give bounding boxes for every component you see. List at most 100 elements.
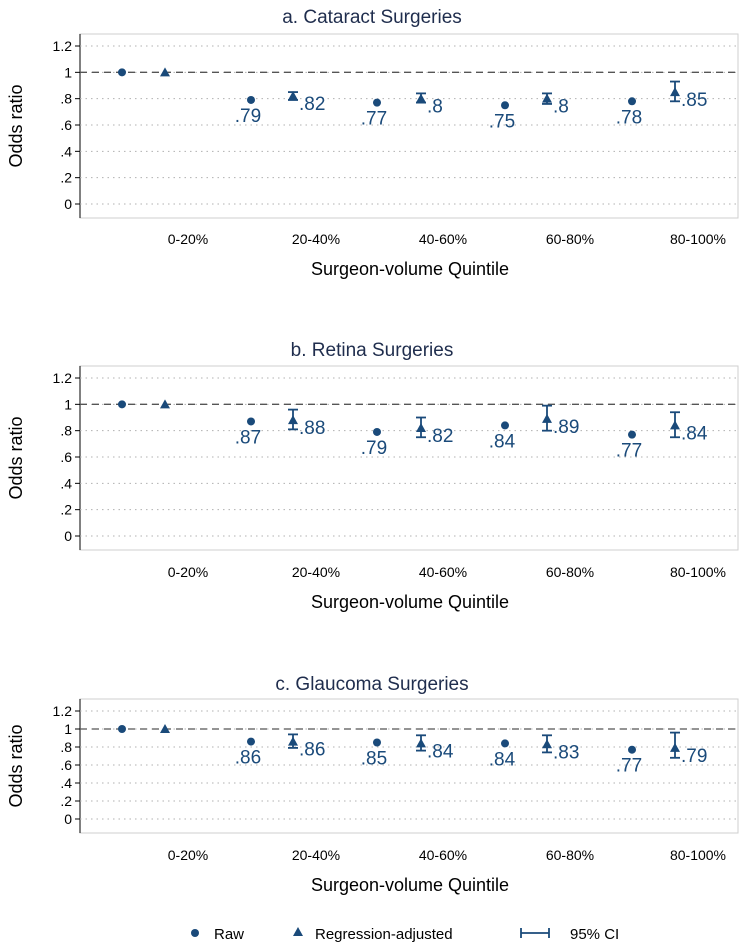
y-tick-label: .4 bbox=[60, 475, 72, 491]
raw-data-label: .84 bbox=[489, 749, 516, 770]
x-tick-label: 0-20% bbox=[168, 847, 208, 863]
x-axis-label: Surgeon-volume Quintile bbox=[311, 875, 509, 895]
y-tick-label: .4 bbox=[60, 143, 72, 159]
raw-data-label: .75 bbox=[489, 111, 515, 132]
x-tick-label: 40-60% bbox=[419, 231, 467, 247]
legend-raw-label: Raw bbox=[214, 926, 244, 943]
raw-point bbox=[628, 430, 636, 439]
raw-data-label: .79 bbox=[235, 106, 261, 127]
y-axis-label: Odds ratio bbox=[6, 84, 26, 167]
y-tick-label: 1.2 bbox=[53, 370, 73, 386]
chart-panel-2: b. Retina Surgeries 0 .2 .4 .6 .8 1 1.2 Odds rat… bbox=[6, 340, 739, 612]
raw-data-label: .79 bbox=[361, 438, 387, 459]
y-tick-label: 1 bbox=[64, 396, 72, 412]
x-tick-label: 40-60% bbox=[419, 847, 467, 863]
legend-ci-label: 95% CI bbox=[570, 926, 619, 943]
y-tick-label: .6 bbox=[60, 449, 72, 465]
x-tick-label: 60-80% bbox=[546, 564, 594, 580]
y-tick-label: .2 bbox=[60, 170, 72, 186]
y-tick-label: 1.2 bbox=[53, 38, 73, 54]
adjusted-data-label: .8 bbox=[553, 97, 569, 118]
x-tick-label: 80-100% bbox=[670, 847, 726, 863]
raw-point bbox=[373, 98, 381, 107]
chart-panel-1: a. Cataract Surgeries 0 .2 .4 .6 .8 1 1.2 Odds r… bbox=[6, 7, 739, 279]
raw-point bbox=[247, 95, 255, 104]
y-tick-label: 0 bbox=[64, 811, 72, 827]
adjusted-point bbox=[416, 423, 426, 433]
x-tick-label: 20-40% bbox=[292, 231, 340, 247]
adjusted-point bbox=[542, 413, 552, 423]
x-axis-label: Surgeon-volume Quintile bbox=[311, 592, 509, 612]
adjusted-point bbox=[416, 93, 426, 103]
y-tick-label: .4 bbox=[60, 775, 72, 791]
adjusted-data-label: .86 bbox=[299, 740, 325, 761]
raw-point bbox=[118, 725, 126, 733]
adjusted-data-label: .89 bbox=[553, 417, 579, 438]
x-tick-label: 60-80% bbox=[546, 847, 594, 863]
y-tick-label: 1.2 bbox=[53, 703, 73, 719]
y-tick-label: .2 bbox=[60, 793, 72, 809]
y-tick-label: .2 bbox=[60, 502, 72, 518]
adjusted-data-label: .82 bbox=[427, 426, 453, 447]
chart-title: c. Glaucoma Surgeries bbox=[275, 674, 468, 695]
raw-data-label: .84 bbox=[489, 431, 516, 452]
adjusted-point bbox=[670, 742, 680, 752]
y-tick-label: .6 bbox=[60, 757, 72, 773]
x-tick-label: 20-40% bbox=[292, 847, 340, 863]
adjusted-data-label: .8 bbox=[427, 97, 443, 118]
legend-adjusted-label: Regression-adjusted bbox=[315, 926, 453, 943]
legend-raw-marker bbox=[191, 929, 199, 937]
y-tick-label: .8 bbox=[60, 423, 72, 439]
raw-point bbox=[628, 745, 636, 754]
raw-data-label: .77 bbox=[616, 441, 642, 462]
chart-panel-3: c. Glaucoma Surgeries 0 .2 .4 .6 .8 1 1.2 Odds r… bbox=[6, 674, 739, 895]
adjusted-point bbox=[288, 91, 298, 101]
y-axis-label: Odds ratio bbox=[6, 724, 26, 807]
x-axis-label: Surgeon-volume Quintile bbox=[311, 259, 509, 279]
x-tick-label: 80-100% bbox=[670, 564, 726, 580]
x-tick-label: 0-20% bbox=[168, 564, 208, 580]
adjusted-point bbox=[670, 87, 680, 97]
raw-point bbox=[118, 400, 126, 409]
raw-data-label: .85 bbox=[361, 749, 387, 770]
y-tick-label: 1 bbox=[64, 721, 72, 737]
raw-data-label: .77 bbox=[616, 756, 642, 777]
y-tick-label: 0 bbox=[64, 196, 72, 212]
chart-title: a. Cataract Surgeries bbox=[282, 7, 462, 28]
adjusted-data-label: .84 bbox=[427, 741, 454, 762]
adjusted-point bbox=[416, 738, 426, 748]
adjusted-point bbox=[160, 724, 170, 733]
adjusted-point bbox=[542, 739, 552, 749]
legend-adjusted-marker bbox=[293, 927, 303, 936]
adjusted-point bbox=[160, 399, 170, 409]
raw-point bbox=[501, 739, 509, 748]
adjusted-data-label: .84 bbox=[681, 423, 708, 444]
raw-data-label: .78 bbox=[616, 107, 642, 128]
adjusted-point bbox=[542, 93, 552, 103]
adjusted-point bbox=[670, 420, 680, 430]
raw-point bbox=[373, 738, 381, 747]
adjusted-data-label: .85 bbox=[681, 90, 707, 111]
chart-title: b. Retina Surgeries bbox=[291, 340, 454, 361]
adjusted-point bbox=[288, 415, 298, 425]
raw-point bbox=[247, 417, 255, 426]
adjusted-data-label: .82 bbox=[299, 94, 325, 115]
y-tick-label: .8 bbox=[60, 739, 72, 755]
x-tick-label: 0-20% bbox=[168, 231, 208, 247]
adjusted-data-label: .83 bbox=[553, 742, 579, 763]
legend: Raw Regression-adjusted 95% CI bbox=[191, 926, 619, 943]
y-tick-label: .6 bbox=[60, 117, 72, 133]
y-tick-label: 0 bbox=[64, 528, 72, 544]
y-tick-label: .8 bbox=[60, 91, 72, 107]
x-tick-label: 80-100% bbox=[670, 231, 726, 247]
raw-point bbox=[118, 68, 126, 77]
x-tick-label: 20-40% bbox=[292, 564, 340, 580]
y-tick-label: 1 bbox=[64, 64, 72, 80]
x-tick-label: 40-60% bbox=[419, 564, 467, 580]
adjusted-data-label: .79 bbox=[681, 746, 707, 767]
adjusted-point bbox=[160, 67, 170, 77]
x-tick-label: 60-80% bbox=[546, 231, 594, 247]
adjusted-data-label: .88 bbox=[299, 418, 325, 439]
raw-data-label: .77 bbox=[361, 109, 387, 130]
